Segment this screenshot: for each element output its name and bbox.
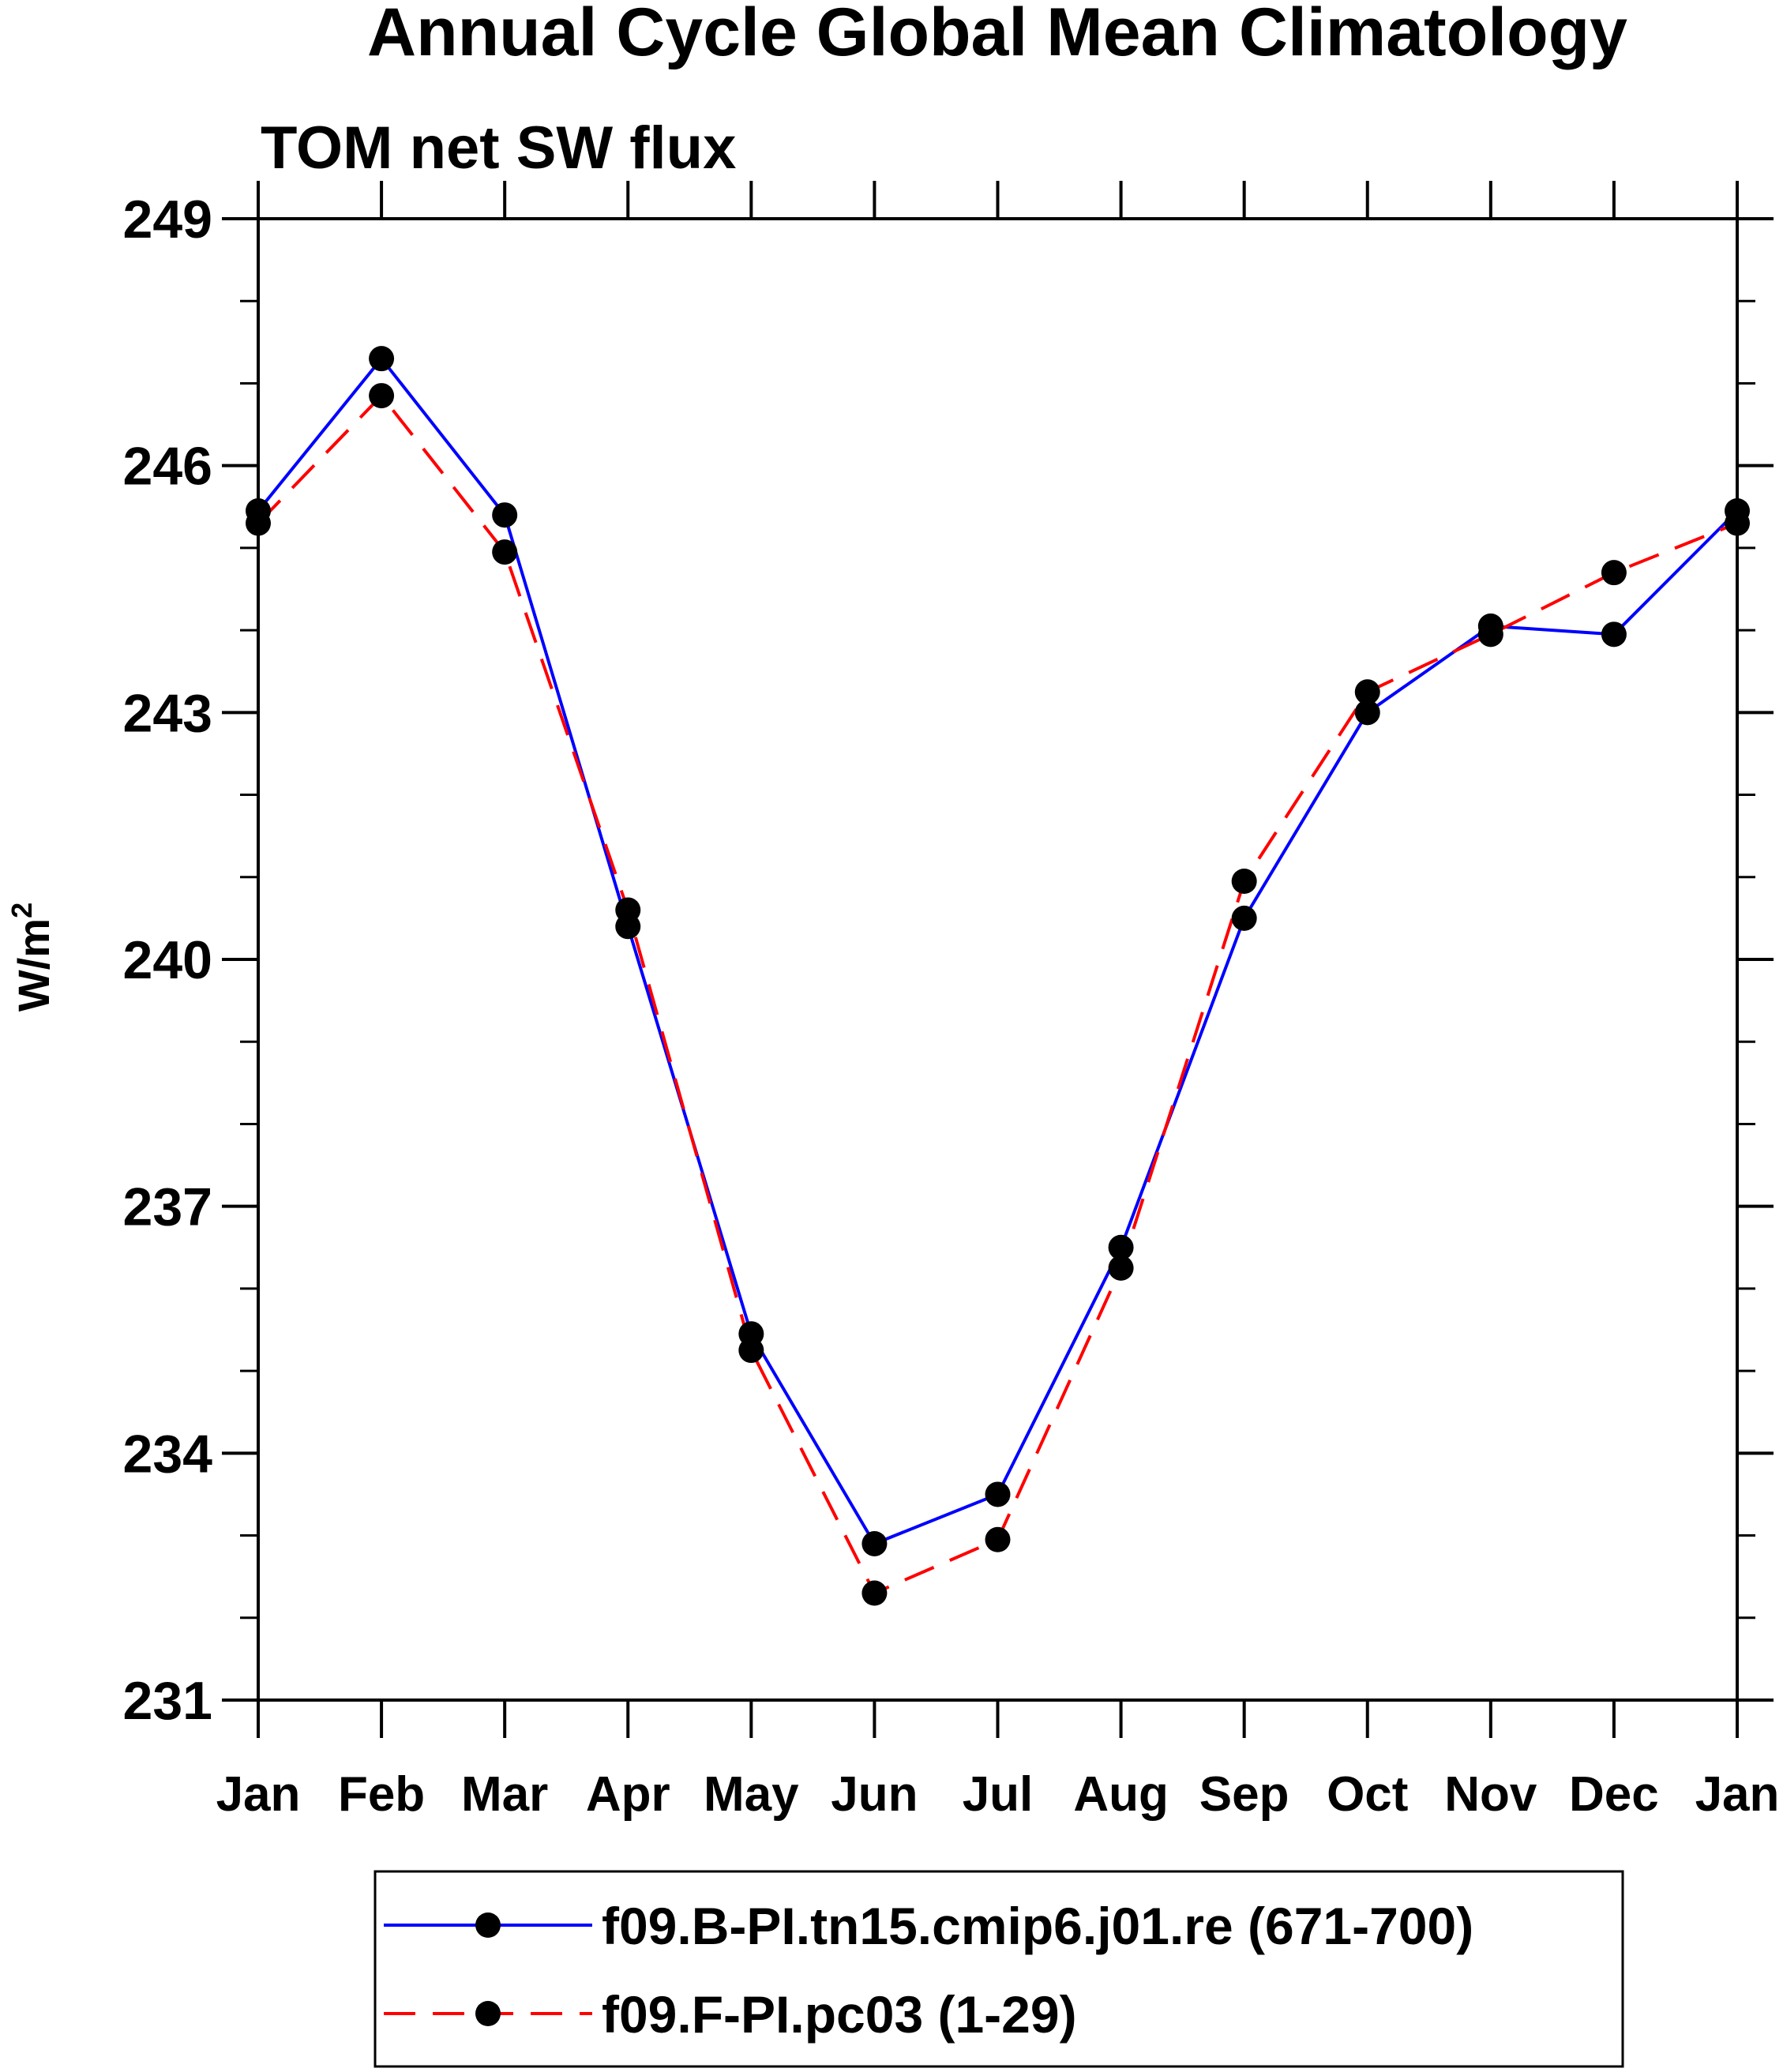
y-axis-label-superscript: 2 (6, 903, 38, 918)
series-2-point (1477, 621, 1503, 648)
legend-marker-1 (475, 1912, 501, 1938)
plot-frame (257, 217, 1739, 1702)
y-axis: 231 234 237 240 243 246 249 (123, 190, 1774, 1731)
x-tick-label: Apr (586, 1767, 670, 1822)
legend: f09.B-PI.tn15.cmip6.j01.re (671-700) f09.… (373, 1870, 1624, 2068)
series-1-point (1108, 1234, 1134, 1260)
x-tick-label: Jan (216, 1767, 301, 1822)
series-2-point (1231, 868, 1257, 894)
y-tick-label: 240 (123, 930, 212, 990)
y-tick-label: 237 (123, 1177, 212, 1237)
y-axis-label-text: W/m (9, 918, 58, 1012)
series-2-point (738, 1338, 764, 1364)
series-1-point (492, 502, 518, 528)
x-tick-label: Mar (461, 1767, 548, 1822)
y-tick-label: 246 (123, 437, 212, 497)
chart-title: Annual Cycle Global Mean Climatology (367, 0, 1627, 70)
series-line-1 (257, 357, 1739, 1545)
x-axis: Jan Feb Mar Apr May Jun Jul Aug Sep Oct Nov Dec Jan (216, 181, 1780, 1822)
series-1-point (1231, 905, 1257, 931)
series-2-point (369, 383, 395, 409)
x-tick-label: Jan (1695, 1767, 1780, 1822)
series-1-point (985, 1481, 1011, 1507)
series-2-point (615, 897, 641, 923)
x-tick-label: Nov (1444, 1767, 1537, 1822)
series-2-point (1601, 560, 1627, 586)
series-2-point (1725, 510, 1750, 536)
x-tick-label: May (704, 1767, 799, 1822)
x-tick-label: Jun (831, 1767, 918, 1822)
series-line-2 (257, 394, 1738, 1595)
series-2-point (1108, 1255, 1134, 1281)
chart-subtitle: TOM net SW flux (261, 114, 736, 182)
series-1-point (861, 1530, 888, 1556)
x-tick-label: Feb (338, 1767, 425, 1822)
legend-box (373, 1870, 1624, 2068)
y-tick-label: 231 (123, 1671, 212, 1731)
plot-border (257, 217, 1739, 1702)
y-tick-label: 243 (123, 683, 212, 743)
series-markers (246, 346, 1750, 1606)
series-2-point (492, 539, 518, 565)
series-1-point (369, 346, 395, 372)
series-2-point (985, 1526, 1011, 1552)
series-2-point (246, 510, 271, 536)
legend-label-2: f09.F-PI.pc03 (1-29) (602, 1985, 1077, 2044)
x-tick-label: Sep (1199, 1767, 1289, 1822)
y-axis-label: W/m2 (6, 903, 58, 1012)
x-tick-label: Aug (1073, 1767, 1169, 1822)
y-tick-label: 234 (123, 1424, 213, 1484)
x-tick-label: Oct (1327, 1767, 1408, 1822)
series-2-point (861, 1580, 888, 1606)
series-2-point (1354, 679, 1380, 705)
x-tick-label: Jul (963, 1767, 1034, 1822)
series-lines (257, 357, 1739, 1595)
x-tick-label: Dec (1569, 1767, 1659, 1822)
legend-label-1: f09.B-PI.tn15.cmip6.j01.re (671-700) (602, 1897, 1473, 1955)
y-tick-label: 249 (123, 190, 212, 250)
series-1-point (1601, 621, 1627, 648)
legend-marker-2 (475, 2001, 501, 2026)
series-1-point (1354, 700, 1380, 726)
